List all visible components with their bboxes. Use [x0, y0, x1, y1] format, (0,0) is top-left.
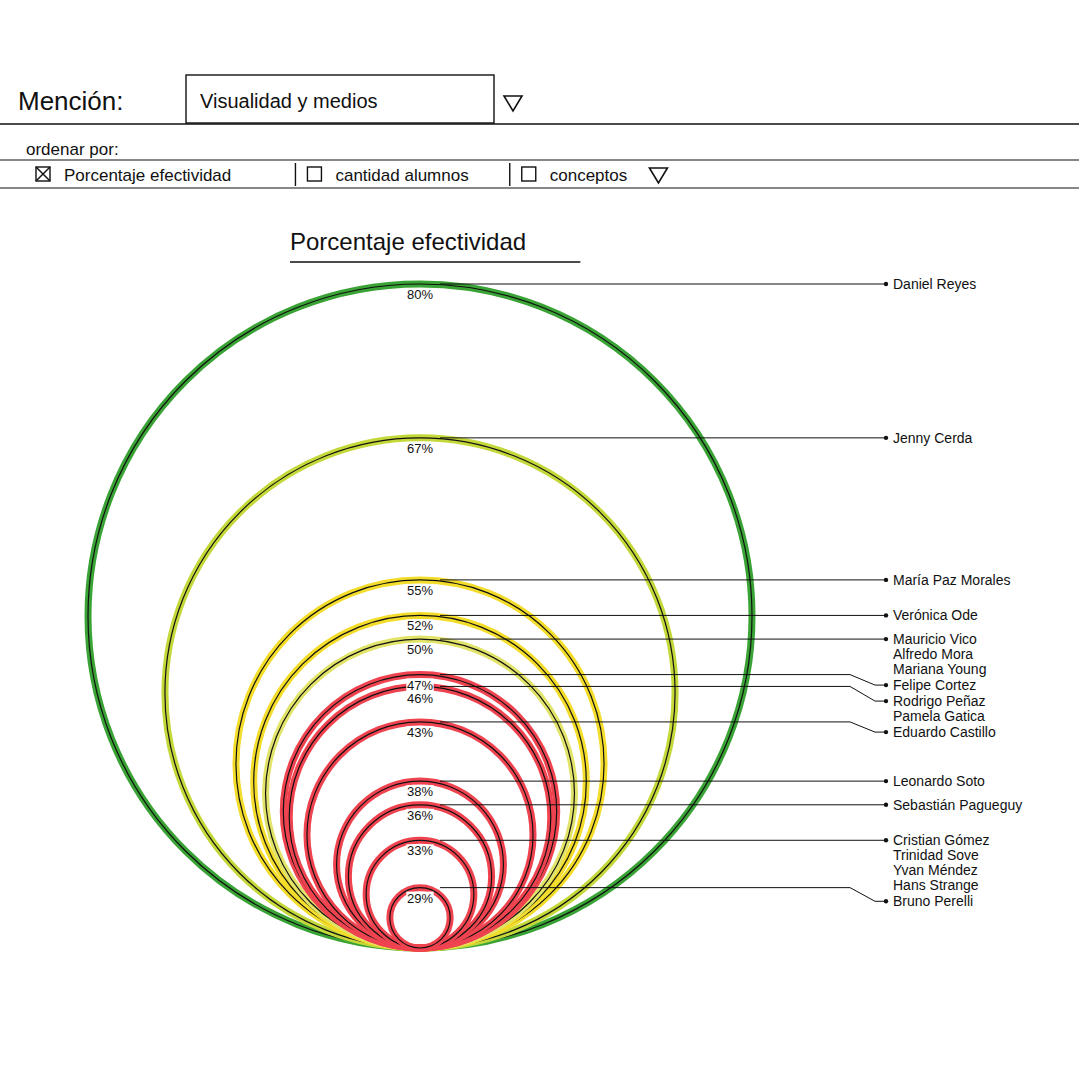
svg-text:Trinidad Sove: Trinidad Sove [893, 847, 979, 863]
svg-text:Mariana Young: Mariana Young [893, 661, 986, 677]
svg-text:Mauricio Vico: Mauricio Vico [893, 631, 977, 647]
svg-text:Eduardo Castillo: Eduardo Castillo [893, 724, 996, 740]
svg-text:Felipe Cortez: Felipe Cortez [893, 677, 976, 693]
svg-text:38%: 38% [407, 784, 433, 799]
svg-text:María Paz Morales: María Paz Morales [893, 572, 1010, 588]
svg-text:50%: 50% [407, 642, 433, 657]
svg-text:Leonardo Soto: Leonardo Soto [893, 773, 985, 789]
svg-text:43%: 43% [407, 725, 433, 740]
svg-text:Pamela Gatica: Pamela Gatica [893, 708, 985, 724]
svg-text:36%: 36% [407, 808, 433, 823]
svg-text:Daniel Reyes: Daniel Reyes [893, 276, 976, 292]
svg-text:Alfredo Mora: Alfredo Mora [893, 646, 973, 662]
svg-text:Mención:: Mención: [18, 86, 124, 116]
svg-text:Rodrigo Peñaz: Rodrigo Peñaz [893, 693, 986, 709]
svg-text:Cristian Gómez: Cristian Gómez [893, 832, 989, 848]
svg-text:33%: 33% [407, 843, 433, 858]
svg-text:Porcentaje efectividad: Porcentaje efectividad [64, 166, 231, 185]
svg-text:47%: 47% [407, 677, 433, 693]
svg-text:55%: 55% [407, 583, 433, 598]
svg-text:Bruno Perelli: Bruno Perelli [893, 893, 973, 909]
svg-text:cantidad alumnos: cantidad alumnos [335, 166, 468, 185]
svg-text:67%: 67% [407, 441, 433, 456]
svg-text:ordenar por:: ordenar por: [26, 140, 119, 159]
svg-text:Verónica Ode: Verónica Ode [893, 607, 978, 623]
svg-text:29%: 29% [407, 891, 433, 906]
svg-text:52%: 52% [407, 618, 433, 633]
svg-text:46%: 46% [407, 691, 433, 706]
svg-text:Visualidad y medios: Visualidad y medios [200, 90, 378, 112]
svg-text:conceptos: conceptos [550, 166, 628, 185]
svg-text:Yvan Méndez: Yvan Méndez [893, 862, 978, 878]
svg-text:Porcentaje efectividad: Porcentaje efectividad [290, 228, 526, 255]
svg-text:Hans Strange: Hans Strange [893, 877, 979, 893]
svg-text:Sebastián Pagueguy: Sebastián Pagueguy [893, 797, 1022, 813]
svg-text:Jenny Cerda: Jenny Cerda [893, 430, 973, 446]
svg-text:80%: 80% [407, 287, 433, 302]
